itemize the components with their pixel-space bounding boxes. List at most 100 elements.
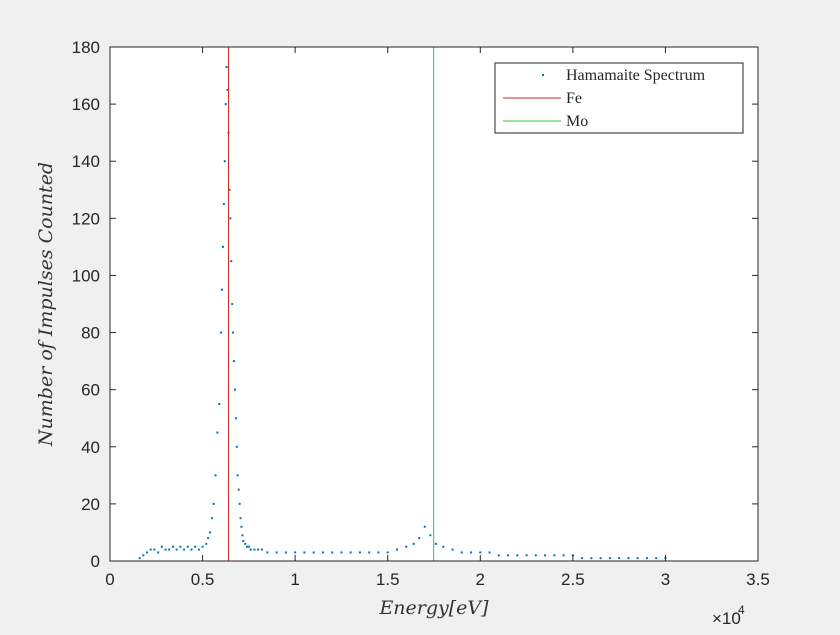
data-point [303, 551, 306, 554]
data-point [153, 548, 156, 551]
data-point [221, 245, 224, 248]
x-axis-ticks: 0 0.5 1 1.5 2 2.5 3 3.5 [105, 47, 770, 589]
data-point [194, 545, 197, 548]
data-point [636, 557, 639, 560]
data-point [224, 103, 227, 106]
data-point [242, 540, 245, 543]
y-tick-label: 80 [81, 324, 100, 343]
legend-entry-fe: Fe [566, 90, 582, 107]
data-point [236, 474, 239, 477]
y-axis-label: Number of Impulses Counted [35, 162, 57, 447]
data-point [412, 542, 415, 545]
data-point [208, 531, 211, 534]
data-point [146, 551, 149, 554]
data-point [377, 551, 380, 554]
data-point [157, 551, 160, 554]
data-point [241, 534, 244, 537]
data-point [627, 557, 630, 560]
data-point [534, 554, 537, 557]
data-point [168, 548, 171, 551]
data-point [451, 548, 454, 551]
x-tick-label: 3.5 [746, 570, 770, 589]
x-exponent-base: ×10 [712, 609, 741, 628]
y-tick-label: 120 [72, 209, 100, 228]
data-point [340, 551, 343, 554]
data-point [190, 548, 193, 551]
y-axis-ticks: 0 20 40 60 80 100 120 140 160 180 [72, 38, 758, 571]
plot-frame [109, 46, 759, 562]
data-point [544, 554, 547, 557]
data-point [562, 554, 565, 557]
data-point [138, 557, 141, 560]
data-point [228, 188, 231, 191]
data-point [358, 551, 361, 554]
x-exponent: ×10 4 [712, 603, 745, 628]
data-point [655, 557, 658, 560]
data-point [618, 557, 621, 560]
data-point [294, 551, 297, 554]
y-tick-label: 60 [81, 381, 100, 400]
data-point [507, 554, 510, 557]
data-point [331, 551, 334, 554]
data-point [218, 402, 221, 405]
data-point [238, 502, 241, 505]
data-point [186, 545, 189, 548]
data-point [164, 548, 167, 551]
x-tick-label: 3 [661, 570, 670, 589]
data-point [226, 88, 229, 91]
data-point [247, 545, 250, 548]
data-point [488, 551, 491, 554]
y-tick-label: 160 [72, 95, 100, 114]
data-point [235, 445, 238, 448]
data-point [179, 545, 182, 548]
y-tick-label: 180 [72, 38, 100, 57]
data-point [608, 557, 611, 560]
data-point [470, 551, 473, 554]
y-tick-label: 20 [81, 495, 100, 514]
data-point [525, 554, 528, 557]
data-point [212, 502, 215, 505]
data-point [201, 545, 204, 548]
data-point [171, 545, 174, 548]
data-point [214, 474, 217, 477]
y-tick-label: 40 [81, 438, 100, 457]
data-point [553, 554, 556, 557]
data-point [249, 548, 252, 551]
x-tick-label: 1 [290, 570, 299, 589]
data-point [239, 517, 242, 520]
data-point [423, 525, 426, 528]
data-point [405, 545, 408, 548]
data-point [230, 260, 233, 263]
x-axis-label: Energy[eV] [378, 597, 489, 619]
data-point [237, 488, 240, 491]
legend-entry-spectrum: Hamamaite Spectrum [566, 67, 706, 84]
data-point [368, 551, 371, 554]
data-point [246, 545, 249, 548]
data-point [266, 551, 269, 554]
data-point [284, 551, 287, 554]
data-point [223, 160, 226, 163]
x-tick-label: 2 [476, 570, 485, 589]
data-point [460, 551, 463, 554]
data-point [442, 545, 445, 548]
data-point [645, 557, 648, 560]
data-point [222, 203, 225, 206]
data-point [516, 554, 519, 557]
data-point [149, 548, 152, 551]
y-tick-label: 100 [72, 266, 100, 285]
data-point [232, 331, 235, 334]
y-tick-label: 0 [91, 552, 100, 571]
data-point [386, 551, 389, 554]
data-point [234, 417, 237, 420]
data-point [207, 537, 210, 540]
legend-marker-spectrum [542, 74, 544, 76]
reference-lines [227, 47, 435, 561]
data-point [240, 525, 243, 528]
data-point [581, 557, 584, 560]
data-point [216, 431, 219, 434]
data-point [225, 65, 228, 68]
data-point [205, 542, 208, 545]
data-point [434, 542, 437, 545]
